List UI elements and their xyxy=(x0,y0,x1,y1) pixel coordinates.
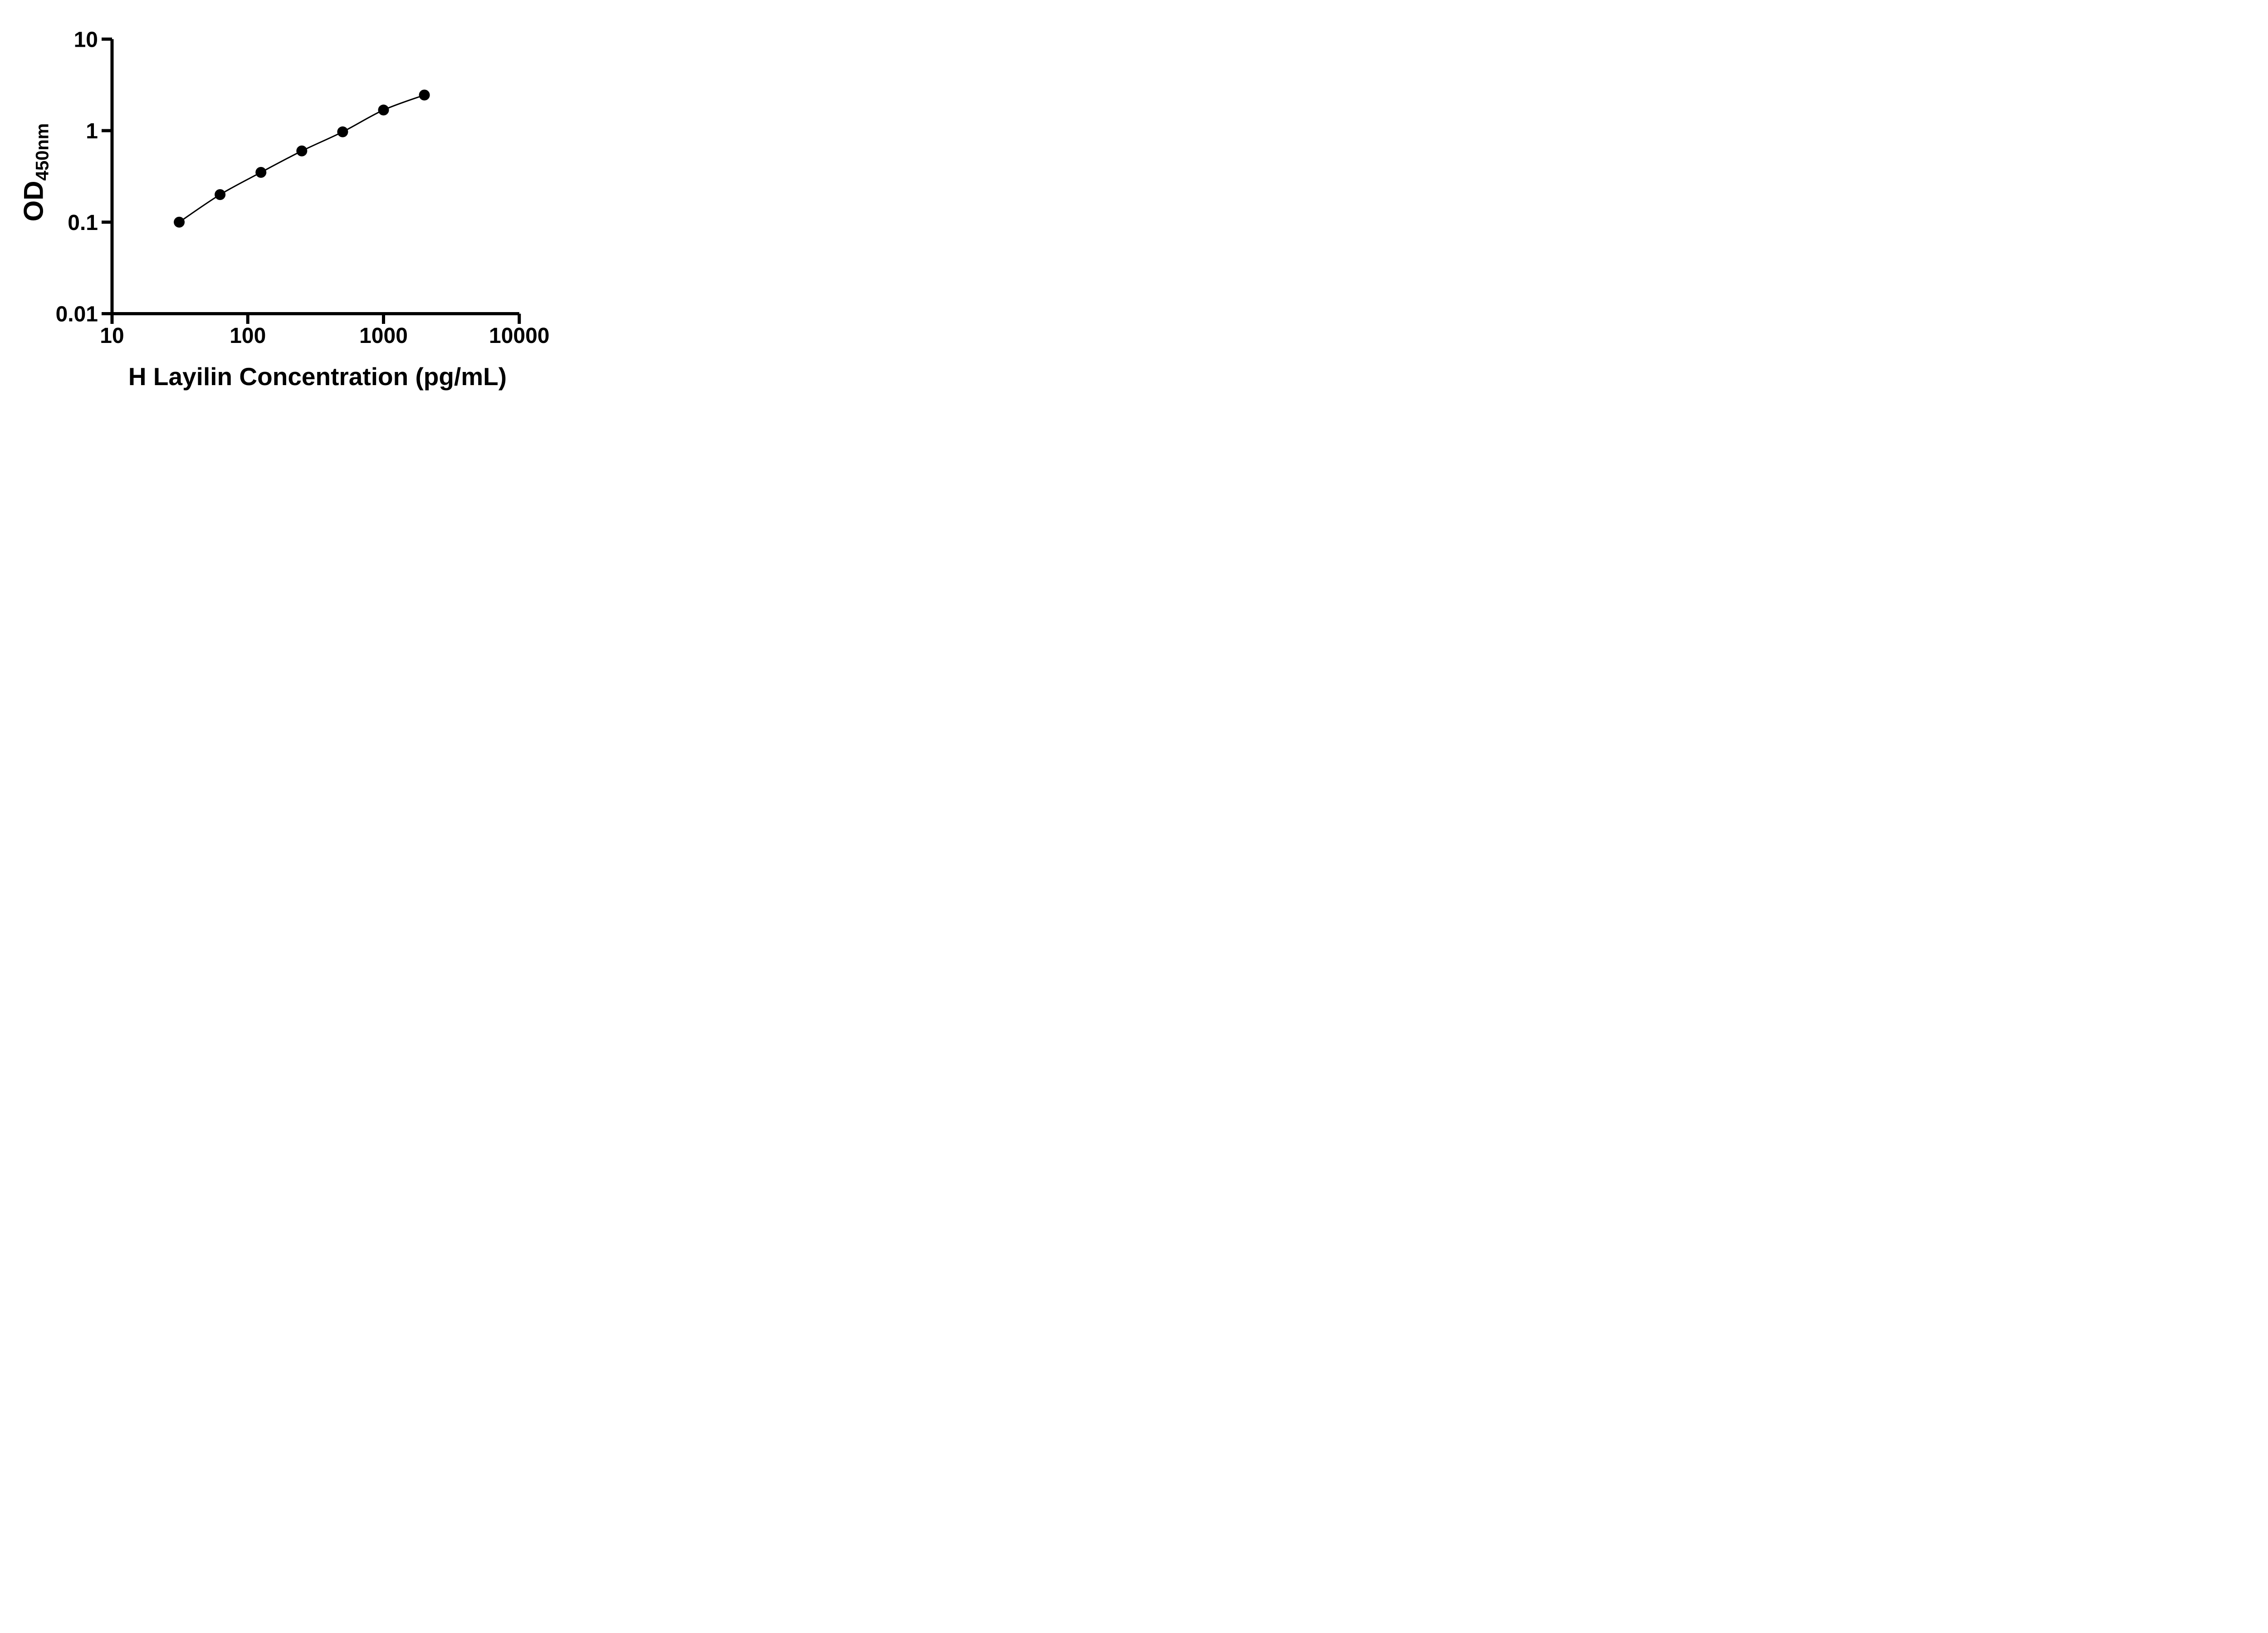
y-axis-label-subscript: 450nm xyxy=(32,123,53,181)
y-tick-label: 0.1 xyxy=(68,211,98,235)
y-axis-label: OD450nm xyxy=(18,123,53,222)
x-tick-label: 10 xyxy=(100,324,124,348)
data-point xyxy=(215,189,226,200)
x-tick-label: 100 xyxy=(230,324,266,348)
y-tick-label: 10 xyxy=(74,28,98,52)
x-axis-title: H Layilin Concentration (pg/mL) xyxy=(128,362,507,391)
y-tick-label: 1 xyxy=(86,119,98,143)
x-tick-label: 1000 xyxy=(359,324,408,348)
elisa-standard-curve-figure: 10 1 0.1 0.01 10 100 1000 10000 OD450nm H Layil… xyxy=(0,0,583,408)
data-point xyxy=(296,145,308,156)
y-tick-label: 0.01 xyxy=(56,303,98,327)
data-point xyxy=(378,104,389,116)
x-tick-label: 10000 xyxy=(489,324,549,348)
data-point xyxy=(255,166,267,178)
data-point xyxy=(174,216,185,228)
y-axis-label-main: OD xyxy=(18,181,49,222)
data-point xyxy=(337,126,348,137)
data-point xyxy=(419,89,430,101)
standard-curve-line xyxy=(179,94,425,223)
axis-spines xyxy=(110,39,519,315)
